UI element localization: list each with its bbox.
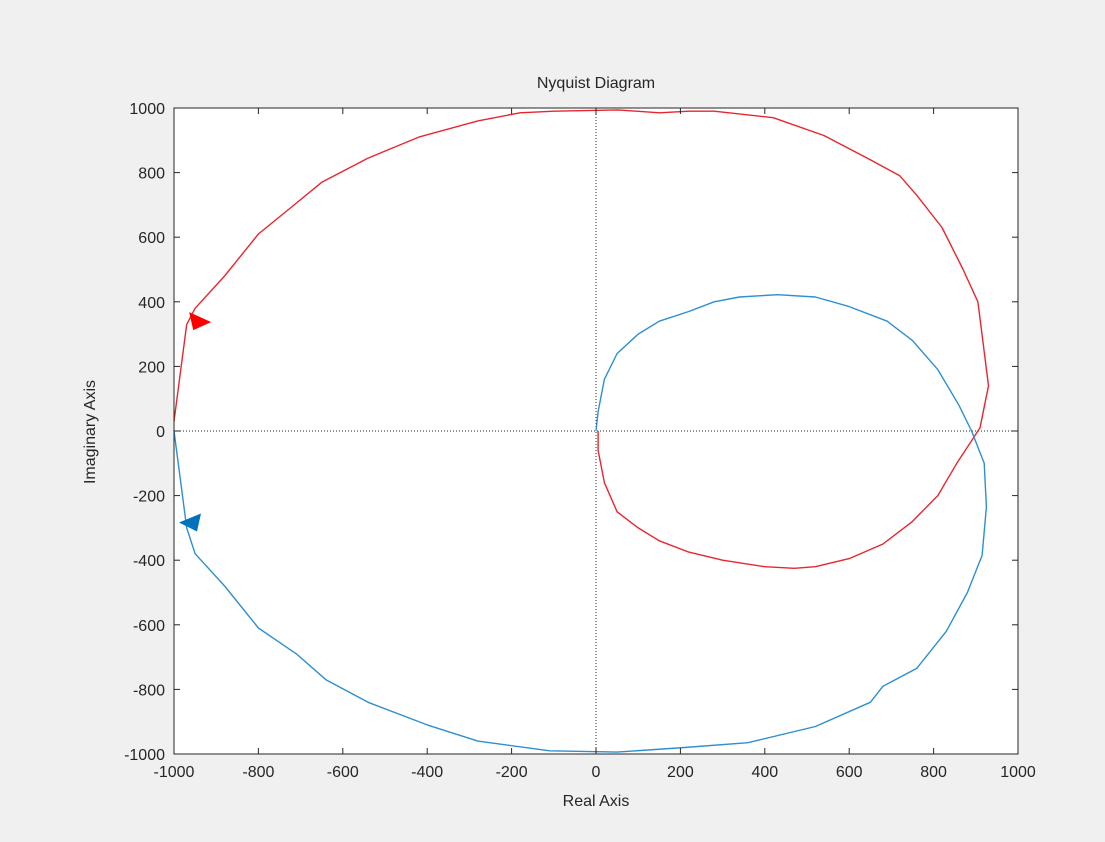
y-tick-label: 600 bbox=[138, 230, 165, 247]
negative-frequency-curve bbox=[173, 294, 988, 753]
x-tick-labels: -1000 -800 -600 -400 -200 0 200 400 600 800 1000 bbox=[154, 764, 1036, 781]
x-tick-label: 600 bbox=[836, 764, 863, 781]
x-tick-label: 1000 bbox=[1000, 764, 1036, 781]
x-axis-label: Real Axis bbox=[563, 793, 630, 810]
y-tick-label: 400 bbox=[138, 295, 165, 312]
y-tick-label: -400 bbox=[133, 553, 165, 570]
y-tick-label: 1000 bbox=[129, 101, 165, 118]
x-tick-label: -1000 bbox=[154, 764, 195, 781]
x-tick-label: -600 bbox=[327, 764, 359, 781]
x-tick-label: -200 bbox=[496, 764, 528, 781]
y-tick-label: 800 bbox=[138, 166, 165, 183]
direction-arrows bbox=[178, 312, 212, 532]
tick-marks bbox=[173, 107, 1019, 755]
y-axis-label: Imaginary Axis bbox=[82, 380, 99, 484]
x-tick-label: 200 bbox=[667, 764, 694, 781]
y-tick-label: 200 bbox=[138, 359, 165, 376]
blue-direction-arrow bbox=[178, 513, 201, 532]
x-tick-label: 800 bbox=[920, 764, 947, 781]
red-direction-arrow bbox=[189, 312, 212, 331]
x-tick-label: 0 bbox=[592, 764, 601, 781]
y-tick-label: -1000 bbox=[124, 747, 165, 764]
y-tick-label: -600 bbox=[133, 618, 165, 635]
y-tick-label: -200 bbox=[133, 489, 165, 506]
curves bbox=[173, 109, 990, 753]
y-tick-label: 0 bbox=[156, 424, 165, 441]
y-tick-label: -800 bbox=[133, 682, 165, 699]
positive-frequency-curve bbox=[173, 109, 990, 569]
chart-title: Nyquist Diagram bbox=[537, 75, 655, 92]
x-tick-label: 400 bbox=[751, 764, 778, 781]
y-tick-labels: -1000 -800 -600 -400 -200 0 200 400 600 800 1000 bbox=[124, 101, 165, 764]
x-tick-label: -800 bbox=[242, 764, 274, 781]
x-tick-label: -400 bbox=[411, 764, 443, 781]
